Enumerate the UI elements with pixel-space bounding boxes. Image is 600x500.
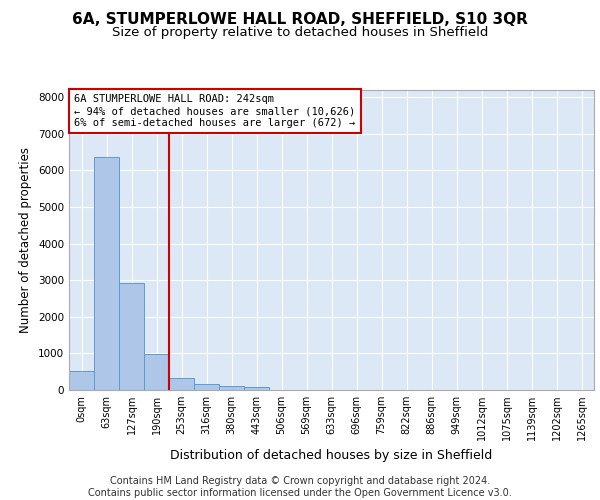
X-axis label: Distribution of detached houses by size in Sheffield: Distribution of detached houses by size … <box>170 448 493 462</box>
Bar <box>69 370 94 390</box>
Bar <box>219 386 244 390</box>
Bar <box>169 378 194 390</box>
Y-axis label: Number of detached properties: Number of detached properties <box>19 147 32 333</box>
Text: Contains HM Land Registry data © Crown copyright and database right 2024.
Contai: Contains HM Land Registry data © Crown c… <box>88 476 512 498</box>
Text: Size of property relative to detached houses in Sheffield: Size of property relative to detached ho… <box>112 26 488 39</box>
Bar <box>194 384 219 390</box>
Bar <box>244 388 269 390</box>
Text: 6A, STUMPERLOWE HALL ROAD, SHEFFIELD, S10 3QR: 6A, STUMPERLOWE HALL ROAD, SHEFFIELD, S1… <box>72 12 528 28</box>
Bar <box>94 156 119 390</box>
Bar <box>144 354 169 390</box>
Bar <box>119 283 144 390</box>
Text: 6A STUMPERLOWE HALL ROAD: 242sqm
← 94% of detached houses are smaller (10,626)
6: 6A STUMPERLOWE HALL ROAD: 242sqm ← 94% o… <box>74 94 355 128</box>
